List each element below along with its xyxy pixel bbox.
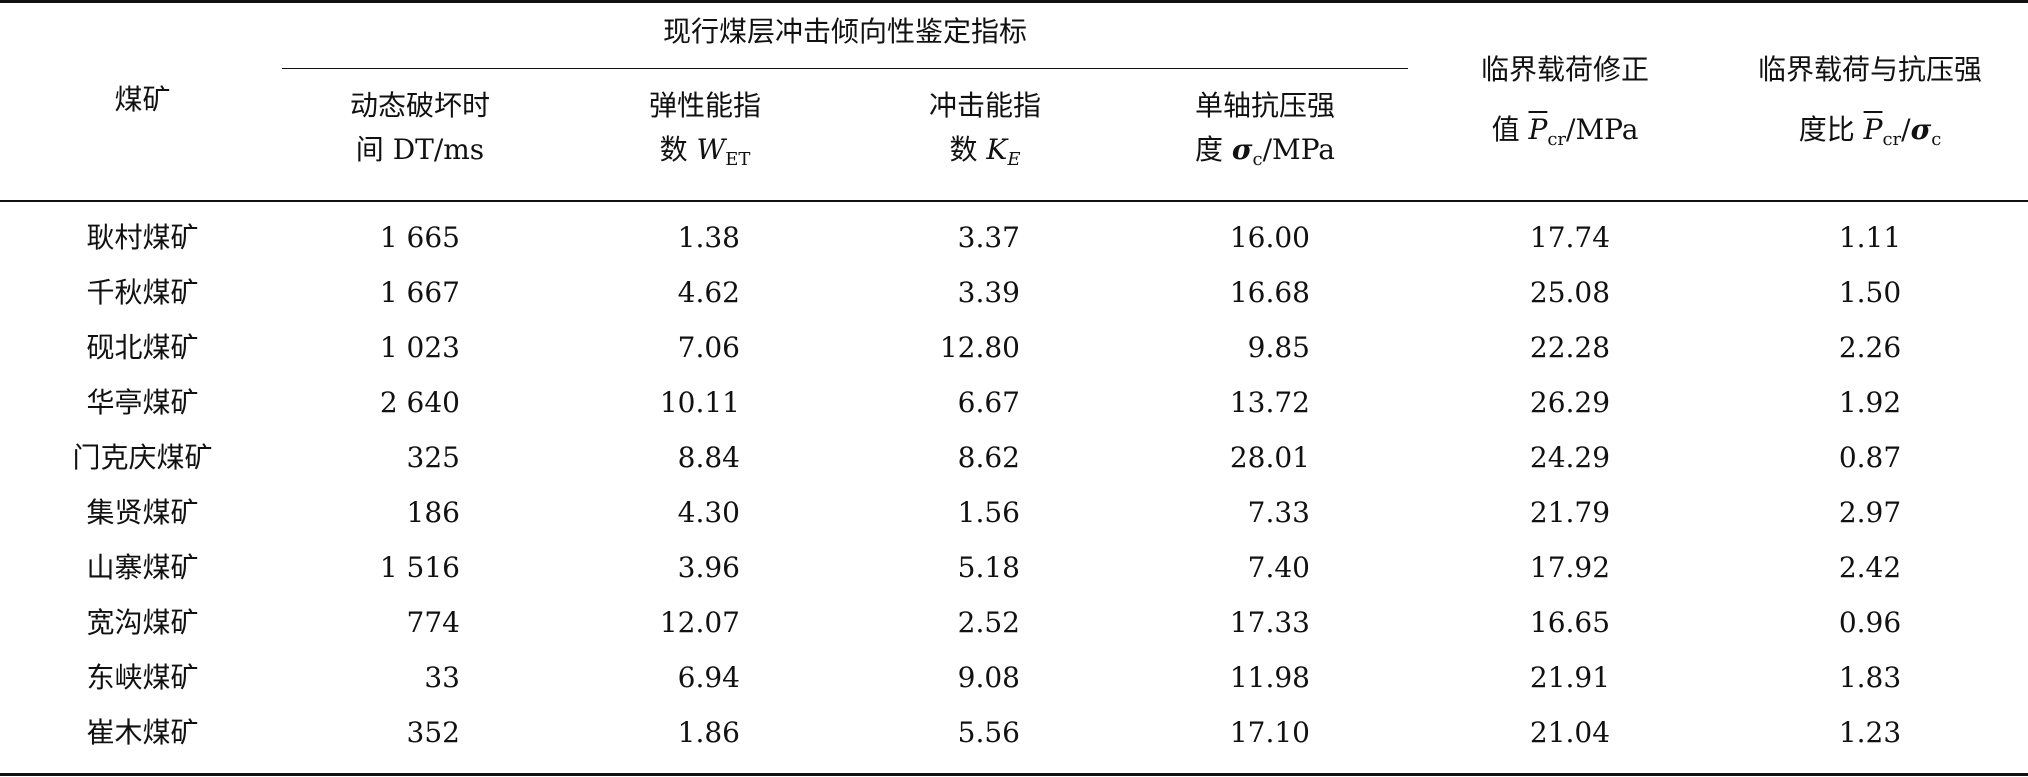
- cell-mine: 千秋煤矿: [86, 276, 199, 309]
- cell-dt: 33: [424, 661, 460, 694]
- cell-sc: 13.72: [1229, 386, 1310, 419]
- cell-ratio: 2.26: [1838, 331, 1902, 364]
- cell-sc: 17.10: [1229, 716, 1310, 749]
- group-header-rule: [282, 68, 1408, 69]
- cell-ratio: 2.97: [1838, 496, 1902, 529]
- cell-sc: 17.33: [1229, 606, 1310, 639]
- cell-pcr: 21.04: [1529, 716, 1611, 749]
- cell-wet: 3.96: [677, 551, 740, 584]
- cell-pcr: 16.65: [1529, 606, 1611, 639]
- cell-ratio: 1.83: [1838, 661, 1902, 694]
- cell-dt: 1 023: [379, 331, 460, 364]
- cell-wet: 4.30: [677, 496, 740, 529]
- cell-dt: 325: [406, 441, 460, 474]
- cell-pcr: 17.74: [1529, 221, 1611, 254]
- table-row: 砚北煤矿 1 023 7.06 12.80 9.85 22.28 2.26: [0, 321, 2028, 376]
- cell-pcr: 17.92: [1529, 551, 1611, 584]
- cell-ke: 3.37: [957, 221, 1020, 254]
- header-elastic-energy-index: 弹性能指 数 WET: [648, 89, 761, 170]
- cell-dt: 186: [406, 496, 460, 529]
- header-dynamic-failure-time: 动态破坏时 间 DT/ms: [349, 89, 490, 166]
- cell-wet: 1.38: [677, 221, 740, 254]
- cell-wet: 7.06: [677, 331, 740, 364]
- cell-sc: 7.40: [1247, 551, 1310, 584]
- cell-ke: 8.62: [957, 441, 1020, 474]
- cell-mine: 集贤煤矿: [86, 496, 199, 529]
- cell-mine: 东峡煤矿: [86, 661, 199, 694]
- cell-ratio: 1.23: [1838, 716, 1902, 749]
- cell-pcr: 24.29: [1529, 441, 1611, 474]
- header-group: 现行煤层冲击倾向性鉴定指标: [662, 15, 1027, 48]
- cell-ratio: 0.96: [1838, 606, 1902, 639]
- header-critical-load-corrected: 临界载荷修正 值 Pcr/MPa: [1480, 53, 1649, 150]
- cell-sc: 16.68: [1229, 276, 1310, 309]
- cell-dt: 1 665: [379, 221, 460, 254]
- cell-dt: 352: [406, 716, 460, 749]
- table-row: 千秋煤矿 1 667 4.62 3.39 16.68 25.08 1.50: [0, 266, 2028, 321]
- cell-sc: 7.33: [1247, 496, 1310, 529]
- cell-ke: 5.18: [957, 551, 1020, 584]
- cell-dt: 1 667: [379, 276, 460, 309]
- header-impact-energy-index: 冲击能指 数 KE: [928, 89, 1041, 170]
- cell-ke: 6.67: [957, 386, 1020, 419]
- table-row: 崔木煤矿 352 1.86 5.56 17.10 21.04 1.23: [0, 706, 2028, 761]
- table-row: 东峡煤矿 33 6.94 9.08 11.98 21.91 1.83: [0, 651, 2028, 706]
- cell-wet: 6.94: [677, 661, 740, 694]
- cell-wet: 1.86: [677, 716, 740, 749]
- header-load-strength-ratio: 临界载荷与抗压强 度比 Pcr/σc: [1757, 53, 1982, 150]
- cell-mine: 门克庆煤矿: [72, 441, 213, 474]
- cell-wet: 8.84: [677, 441, 740, 474]
- cell-mine: 砚北煤矿: [86, 331, 199, 364]
- cell-wet: 10.11: [659, 386, 740, 419]
- cell-ke: 9.08: [957, 661, 1020, 694]
- cell-sc: 9.85: [1247, 331, 1310, 364]
- cell-dt: 774: [406, 606, 460, 639]
- table-row: 宽沟煤矿 774 12.07 2.52 17.33 16.65 0.96: [0, 596, 2028, 651]
- header-uniaxial-compressive-strength: 单轴抗压强 度 σc/MPa: [1194, 89, 1336, 170]
- table-row: 山寨煤矿 1 516 3.96 5.18 7.40 17.92 2.42: [0, 541, 2028, 596]
- header-bottom-rule: [0, 200, 2028, 202]
- cell-dt: 1 516: [379, 551, 460, 584]
- cell-mine: 山寨煤矿: [86, 551, 199, 584]
- cell-ratio: 0.87: [1838, 441, 1902, 474]
- table-row: 集贤煤矿 186 4.30 1.56 7.33 21.79 2.97: [0, 486, 2028, 541]
- cell-ke: 5.56: [957, 716, 1020, 749]
- cell-ratio: 1.11: [1838, 221, 1902, 254]
- cell-ratio: 2.42: [1838, 551, 1902, 584]
- cell-wet: 4.62: [677, 276, 740, 309]
- cell-ke: 12.80: [939, 331, 1020, 364]
- cell-ratio: 1.92: [1838, 386, 1902, 419]
- cell-pcr: 26.29: [1529, 386, 1611, 419]
- cell-ratio: 1.50: [1838, 276, 1902, 309]
- cell-ke: 2.52: [957, 606, 1020, 639]
- cell-pcr: 21.91: [1529, 661, 1611, 694]
- cell-ke: 1.56: [957, 496, 1020, 529]
- table-row: 耿村煤矿 1 665 1.38 3.37 16.00 17.74 1.11: [0, 211, 2028, 266]
- cell-sc: 11.98: [1229, 661, 1310, 694]
- header-mine: 煤矿: [114, 83, 171, 116]
- table-row: 门克庆煤矿 325 8.84 8.62 28.01 24.29 0.87: [0, 431, 2028, 486]
- cell-pcr: 25.08: [1529, 276, 1611, 309]
- cell-sc: 28.01: [1229, 441, 1310, 474]
- cell-mine: 华亭煤矿: [86, 386, 199, 419]
- cell-wet: 12.07: [659, 606, 740, 639]
- cell-sc: 16.00: [1229, 221, 1310, 254]
- table-row: 华亭煤矿 2 640 10.11 6.67 13.72 26.29 1.92: [0, 376, 2028, 431]
- cell-dt: 2 640: [379, 386, 460, 419]
- cell-pcr: 21.79: [1529, 496, 1611, 529]
- cell-mine: 耿村煤矿: [86, 221, 199, 254]
- cell-ke: 3.39: [957, 276, 1020, 309]
- table-bottom-rule: [0, 773, 2028, 776]
- cell-mine: 宽沟煤矿: [86, 606, 199, 639]
- cell-mine: 崔木煤矿: [86, 716, 199, 749]
- table-top-rule: [0, 0, 2028, 3]
- cell-pcr: 22.28: [1529, 331, 1611, 364]
